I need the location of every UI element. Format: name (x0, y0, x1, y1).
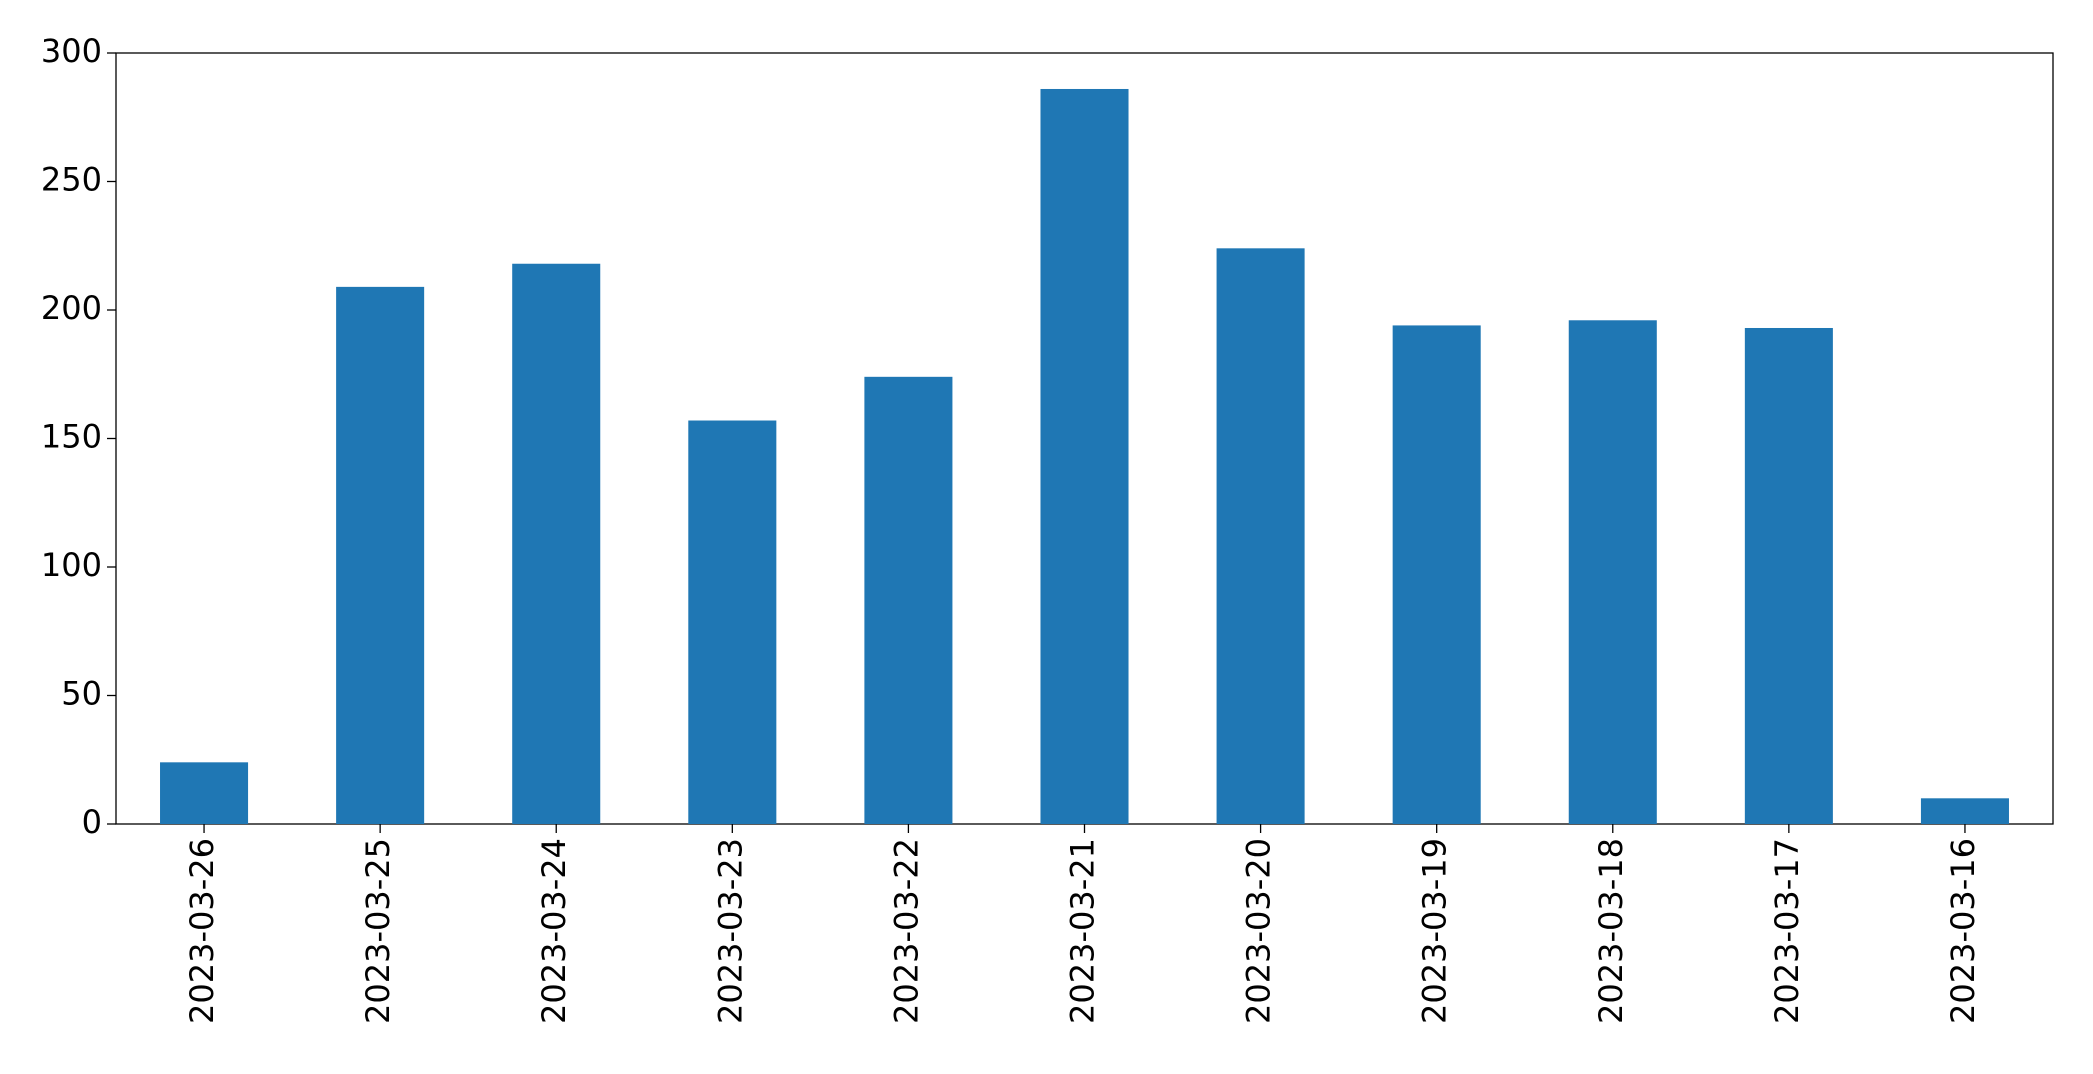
x-tick-label: 2023-03-20 (1240, 838, 1278, 1024)
bar (1744, 327, 1833, 824)
x-tick-label: 2023-03-23 (711, 838, 749, 1024)
bar (864, 376, 953, 824)
x-tick-label: 2023-03-18 (1592, 838, 1630, 1024)
x-tick-label: 2023-03-17 (1768, 838, 1806, 1024)
y-tick-label: 0 (82, 803, 102, 841)
x-tick-label: 2023-03-25 (359, 838, 397, 1024)
x-tick-label: 2023-03-26 (183, 838, 221, 1024)
y-tick-label: 150 (41, 418, 102, 456)
y-tick-label: 100 (41, 546, 102, 584)
bar (336, 286, 425, 824)
bar (1920, 798, 2009, 824)
bar (1392, 325, 1481, 824)
y-tick-label: 200 (41, 289, 102, 327)
y-tick-label: 250 (41, 161, 102, 199)
y-tick-label: 50 (61, 675, 102, 713)
bar (160, 762, 249, 824)
x-tick-label: 2023-03-19 (1416, 838, 1454, 1024)
x-tick-label: 2023-03-22 (887, 838, 925, 1024)
x-tick-label: 2023-03-24 (535, 838, 573, 1024)
bar (688, 420, 777, 824)
bar (1568, 320, 1657, 824)
x-tick-label: 2023-03-21 (1064, 838, 1102, 1024)
bar (1040, 88, 1129, 825)
x-tick-label: 2023-03-16 (1944, 838, 1982, 1024)
bar (1216, 248, 1305, 824)
y-tick-label: 300 (41, 32, 102, 70)
bar (512, 263, 601, 824)
